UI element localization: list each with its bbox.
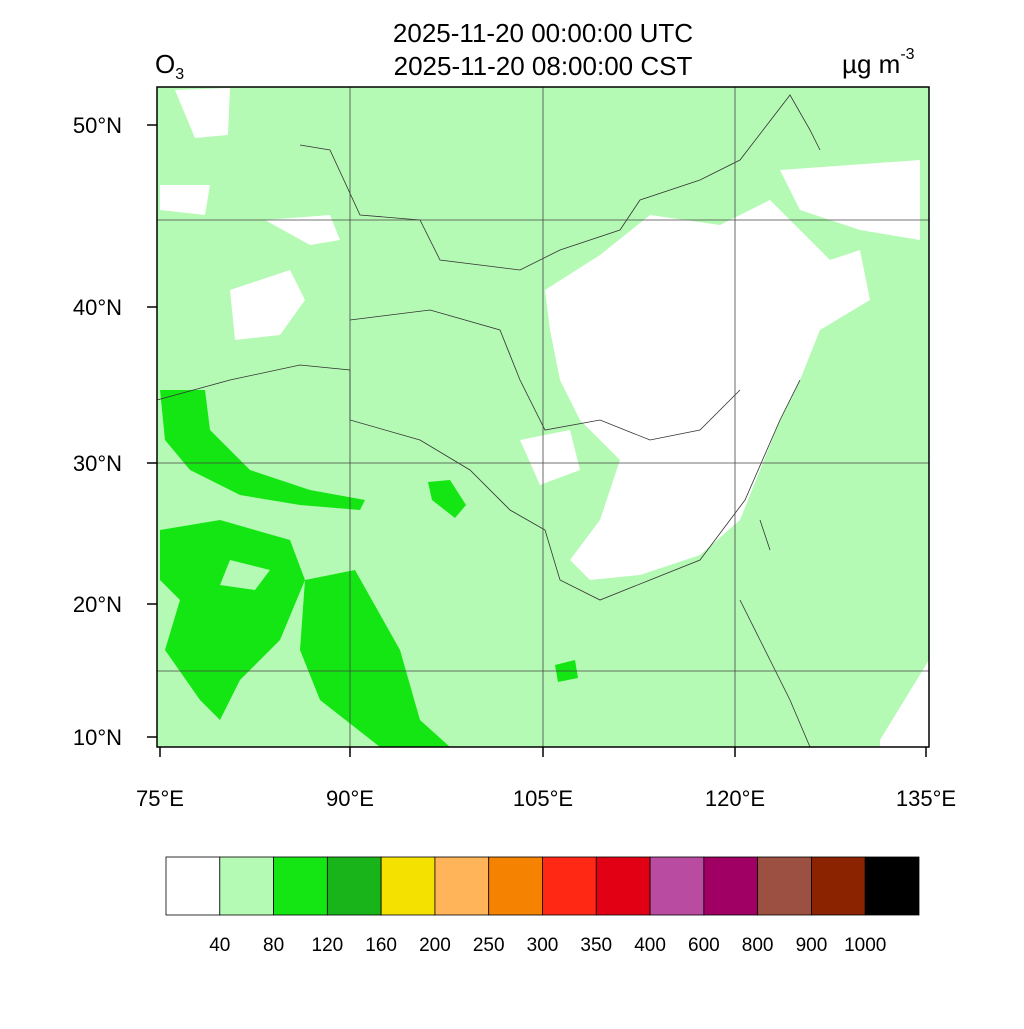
graticule: [157, 87, 929, 747]
axes: 50°N 40°N 30°N 20°N 10°N 75°E 90°E 105°E 120°E 13…: [73, 113, 956, 811]
colorbar-label: 200: [419, 935, 451, 956]
high-regions: [160, 390, 578, 747]
boundary: [299, 94, 821, 271]
colorbar-label: 350: [580, 935, 612, 956]
region: [428, 480, 466, 518]
species-text: O: [155, 49, 175, 79]
colorbar-label: 80: [263, 935, 284, 956]
map: [156, 86, 930, 748]
boundaries: [156, 94, 821, 748]
colorbar-box: [219, 856, 274, 916]
lat-label: 30°N: [73, 451, 122, 476]
colorbar-label: 250: [473, 935, 505, 956]
region: [265, 215, 340, 245]
colorbar-box: [811, 856, 866, 916]
low-regions: [160, 88, 929, 747]
colorbar-box: [595, 856, 651, 916]
region: [545, 200, 870, 580]
colorbar-label: 40: [209, 935, 230, 956]
lon-label: 90°E: [326, 786, 374, 811]
title-line: 2025-11-20 08:00:00 CST: [394, 51, 693, 81]
colorbar-box: [273, 856, 328, 916]
region: [175, 88, 230, 138]
region: [520, 430, 580, 485]
colorbar-box: [165, 856, 221, 916]
region: [160, 390, 365, 510]
species-subscript: 3: [175, 66, 184, 83]
units-text: µg m: [842, 49, 900, 79]
lon-label: 75°E: [136, 786, 184, 811]
colorbar-box: [434, 856, 490, 916]
species: O3: [155, 49, 184, 83]
lon-label: 105°E: [513, 786, 573, 811]
region: [230, 270, 305, 340]
lat-label: 20°N: [73, 592, 122, 617]
lat-label: 50°N: [73, 113, 122, 138]
region: [160, 185, 210, 215]
title-line: 2025-11-20 00:00:00 UTC: [393, 18, 693, 48]
colorbar-box: [542, 856, 597, 916]
colorbar-label: 1000: [844, 935, 886, 956]
boundary: [739, 519, 811, 748]
colorbar-box: [488, 856, 543, 916]
lat-label: 40°N: [73, 295, 122, 320]
lon-label: 135°E: [896, 786, 956, 811]
colorbar-label: 300: [527, 935, 559, 956]
region: [300, 570, 450, 747]
lon-label: 120°E: [705, 786, 765, 811]
region: [220, 560, 270, 590]
lat-label: 10°N: [73, 725, 122, 750]
colorbar-label: 600: [688, 935, 720, 956]
colorbar: 40 80 120 160 200 250 300 350 400 600 800 900 1000: [165, 856, 920, 956]
colorbar-box: [380, 856, 436, 916]
boundary: [156, 364, 801, 601]
units-superscript: -3: [900, 46, 914, 63]
colorbar-label: 120: [312, 935, 344, 956]
colorbar-label: 160: [365, 935, 397, 956]
colorbar-label: 800: [742, 935, 774, 956]
colorbar-box: [864, 856, 920, 916]
units: µg m-3: [842, 46, 915, 79]
region: [880, 660, 929, 747]
colorbar-label: 900: [796, 935, 828, 956]
colorbar-label: 400: [634, 935, 666, 956]
boundary: [349, 309, 741, 441]
colorbar-box: [326, 856, 382, 916]
colorbar-box: [757, 856, 812, 916]
colorbar-box: [703, 856, 759, 916]
colorbar-box: [649, 856, 705, 916]
